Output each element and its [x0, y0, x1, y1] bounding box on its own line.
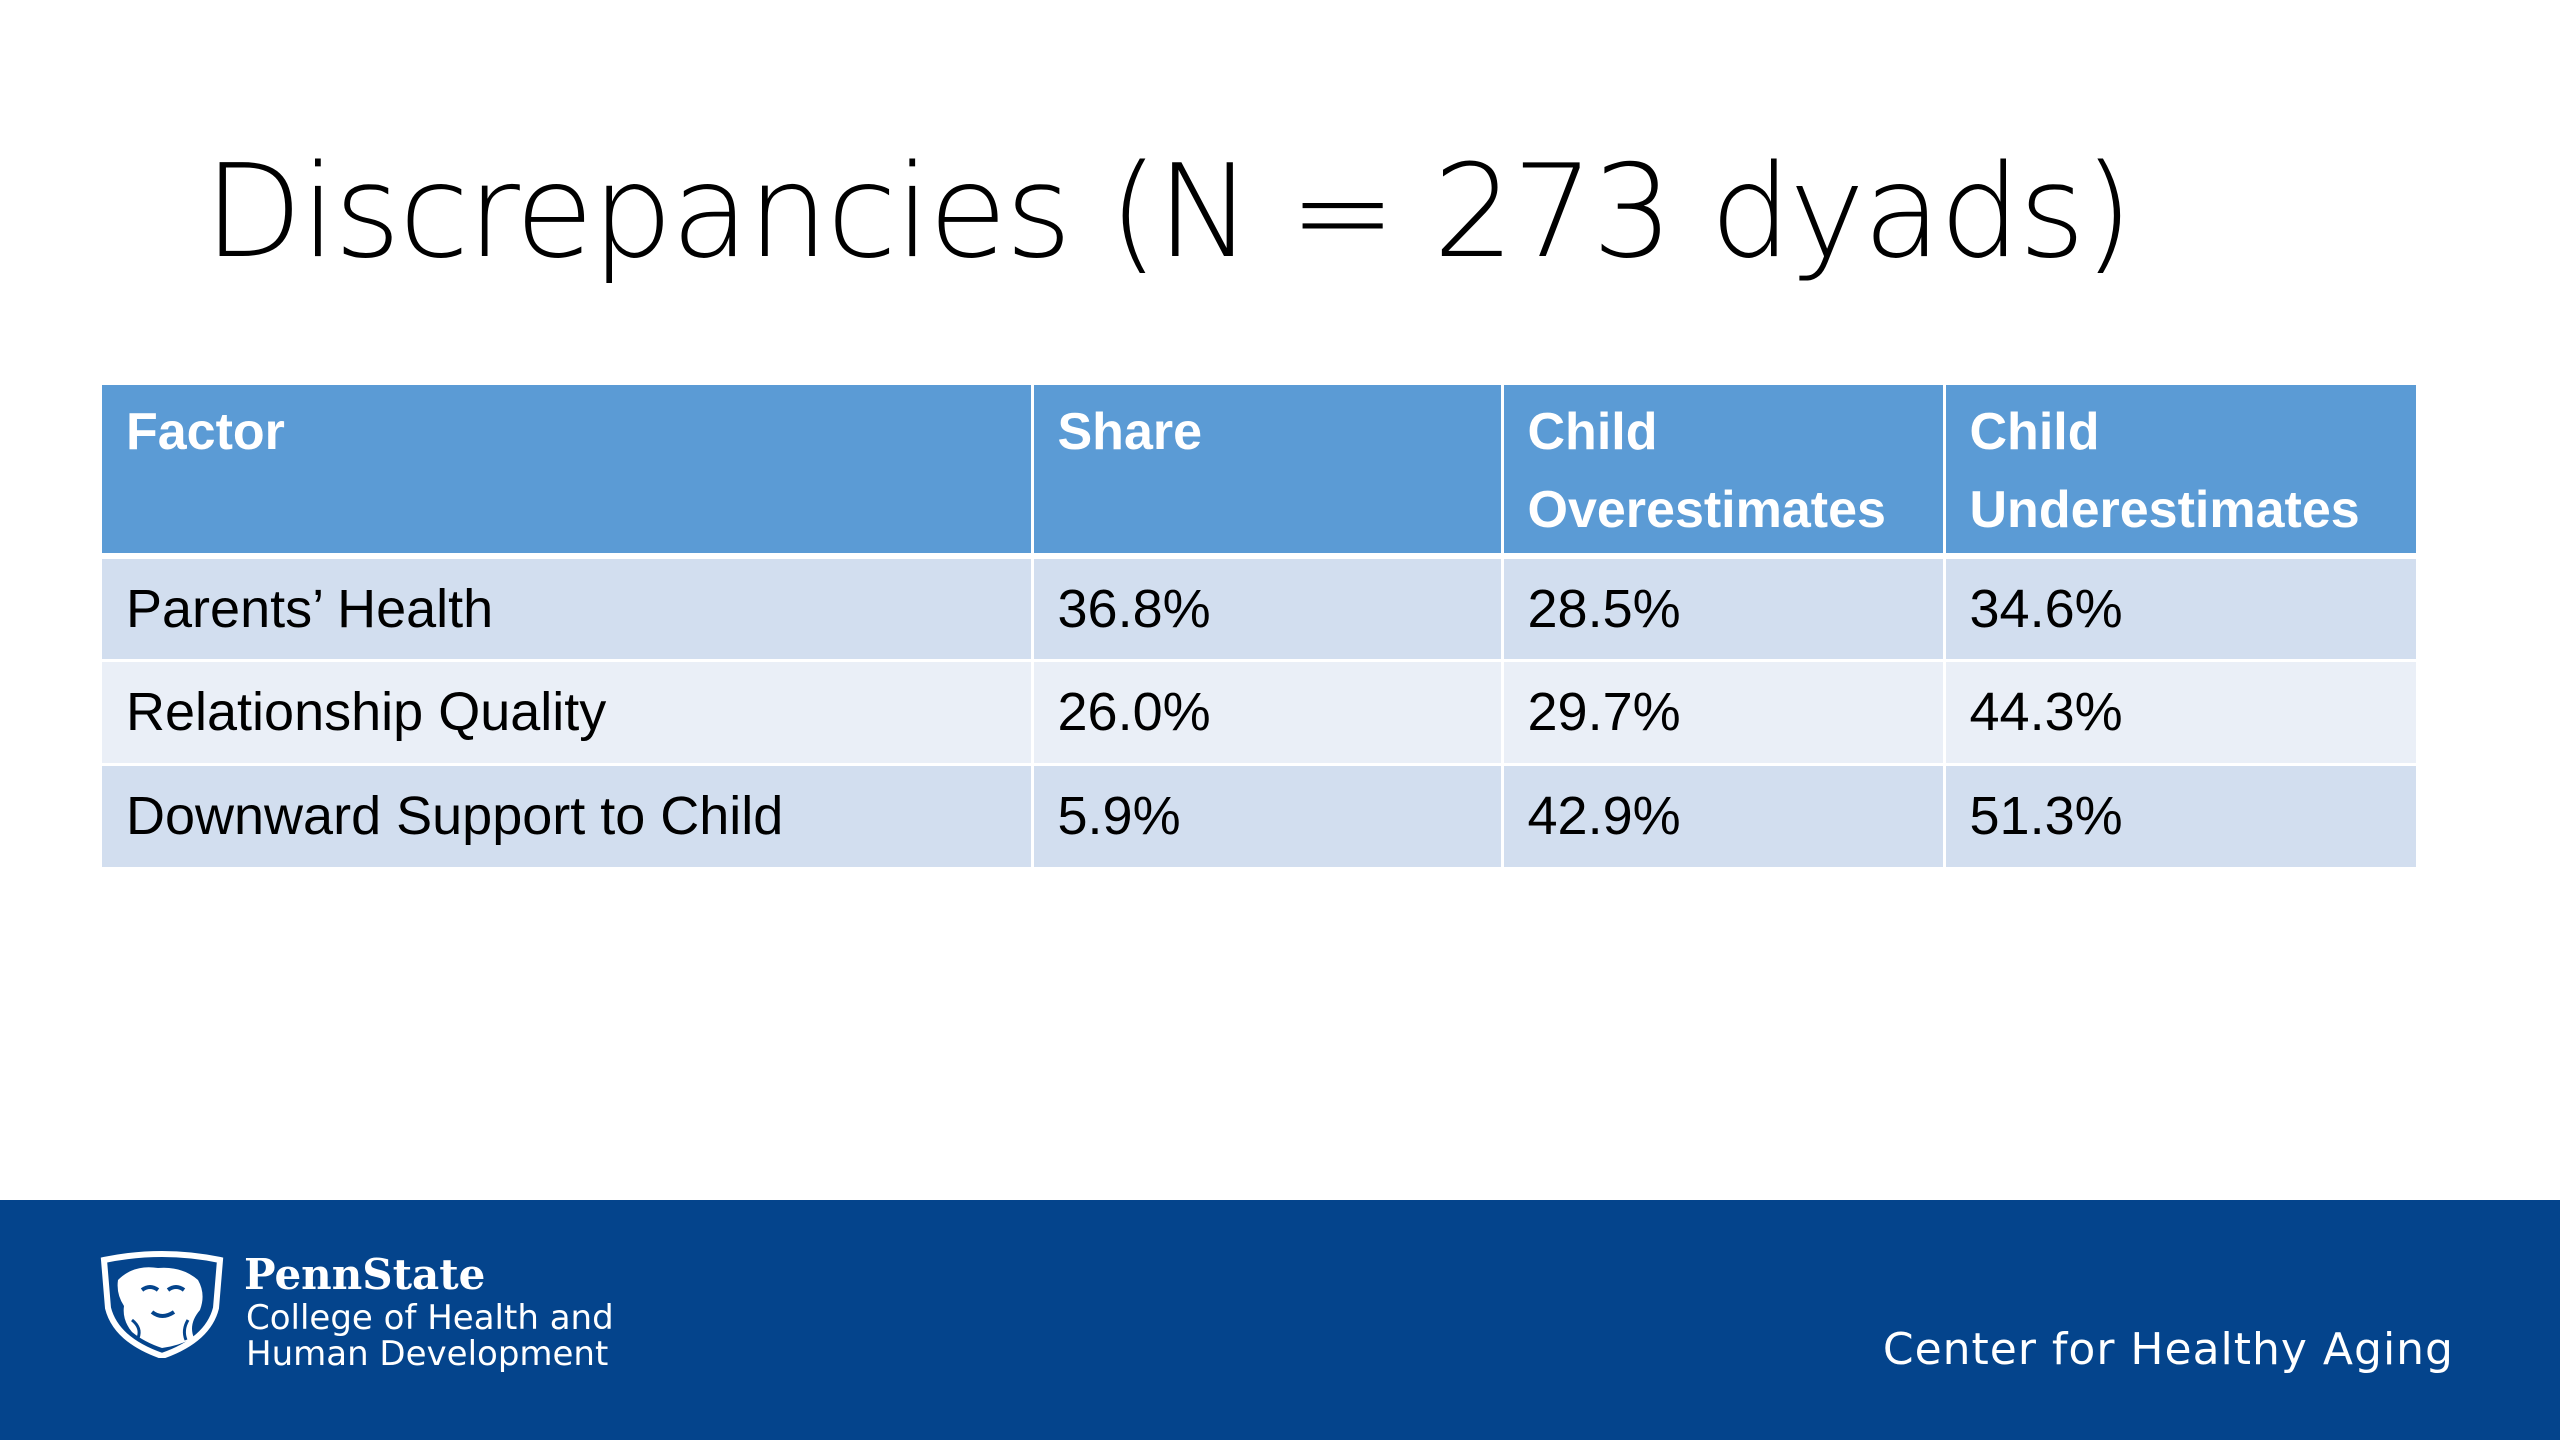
cell-share: 5.9% [1032, 764, 1504, 870]
header-over-line2: Overestimates [1527, 481, 1886, 539]
cell-over: 28.5% [1502, 556, 1946, 662]
cell-factor: Relationship Quality [102, 660, 1034, 766]
header-share: Share [1032, 385, 1504, 559]
header-child-overestimates: Child Overestimates [1502, 385, 1946, 559]
cell-under: 44.3% [1944, 660, 2416, 766]
cell-over: 42.9% [1502, 764, 1946, 870]
slide-title: Discrepancies (N = 273 dyads) [204, 138, 2133, 287]
college-name-line2: Human Development [246, 1334, 609, 1374]
cell-share: 36.8% [1032, 556, 1504, 662]
cell-over: 29.7% [1502, 660, 1946, 766]
cell-share: 26.0% [1032, 660, 1504, 766]
cell-factor: Parents’ Health [102, 556, 1034, 662]
header-under-line1: Child [1969, 403, 2100, 461]
pennstate-wordmark: PennState [244, 1250, 486, 1299]
table-row: Downward Support to Child 5.9% 42.9% 51.… [102, 764, 2416, 870]
table-row: Relationship Quality 26.0% 29.7% 44.3% [102, 660, 2416, 766]
center-name: Center for Healthy Aging [1882, 1324, 2454, 1375]
header-over-line1: Child [1527, 403, 1658, 461]
header-factor: Factor [102, 385, 1034, 559]
nittany-lion-shield-icon [100, 1251, 224, 1358]
cell-factor: Downward Support to Child [102, 764, 1034, 870]
cell-under: 51.3% [1944, 764, 2416, 870]
table-header-row: Factor Share Child Overestimates Child U… [102, 385, 2416, 559]
discrepancies-table: Factor Share Child Overestimates Child U… [102, 385, 2416, 870]
header-share-label: Share [1057, 403, 1203, 461]
college-name-line1: College of Health and [246, 1298, 614, 1338]
footer-bar: PennState College of Health and Human De… [0, 1200, 2560, 1440]
header-factor-label: Factor [126, 403, 285, 461]
header-under-line2: Underestimates [1969, 481, 2360, 539]
header-child-underestimates: Child Underestimates [1944, 385, 2416, 559]
cell-under: 34.6% [1944, 556, 2416, 662]
table-row: Parents’ Health 36.8% 28.5% 34.6% [102, 556, 2416, 662]
